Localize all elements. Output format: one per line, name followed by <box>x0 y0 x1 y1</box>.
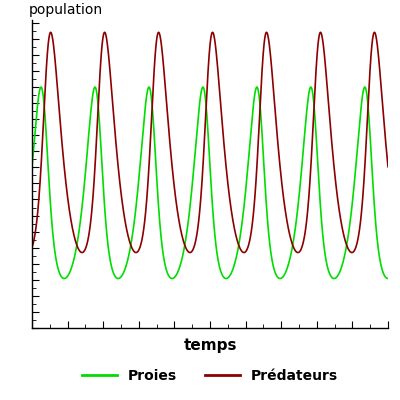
Y-axis label: population: population <box>28 3 102 17</box>
X-axis label: temps: temps <box>183 338 237 354</box>
Legend: Proies, Prédateurs: Proies, Prédateurs <box>76 364 344 389</box>
